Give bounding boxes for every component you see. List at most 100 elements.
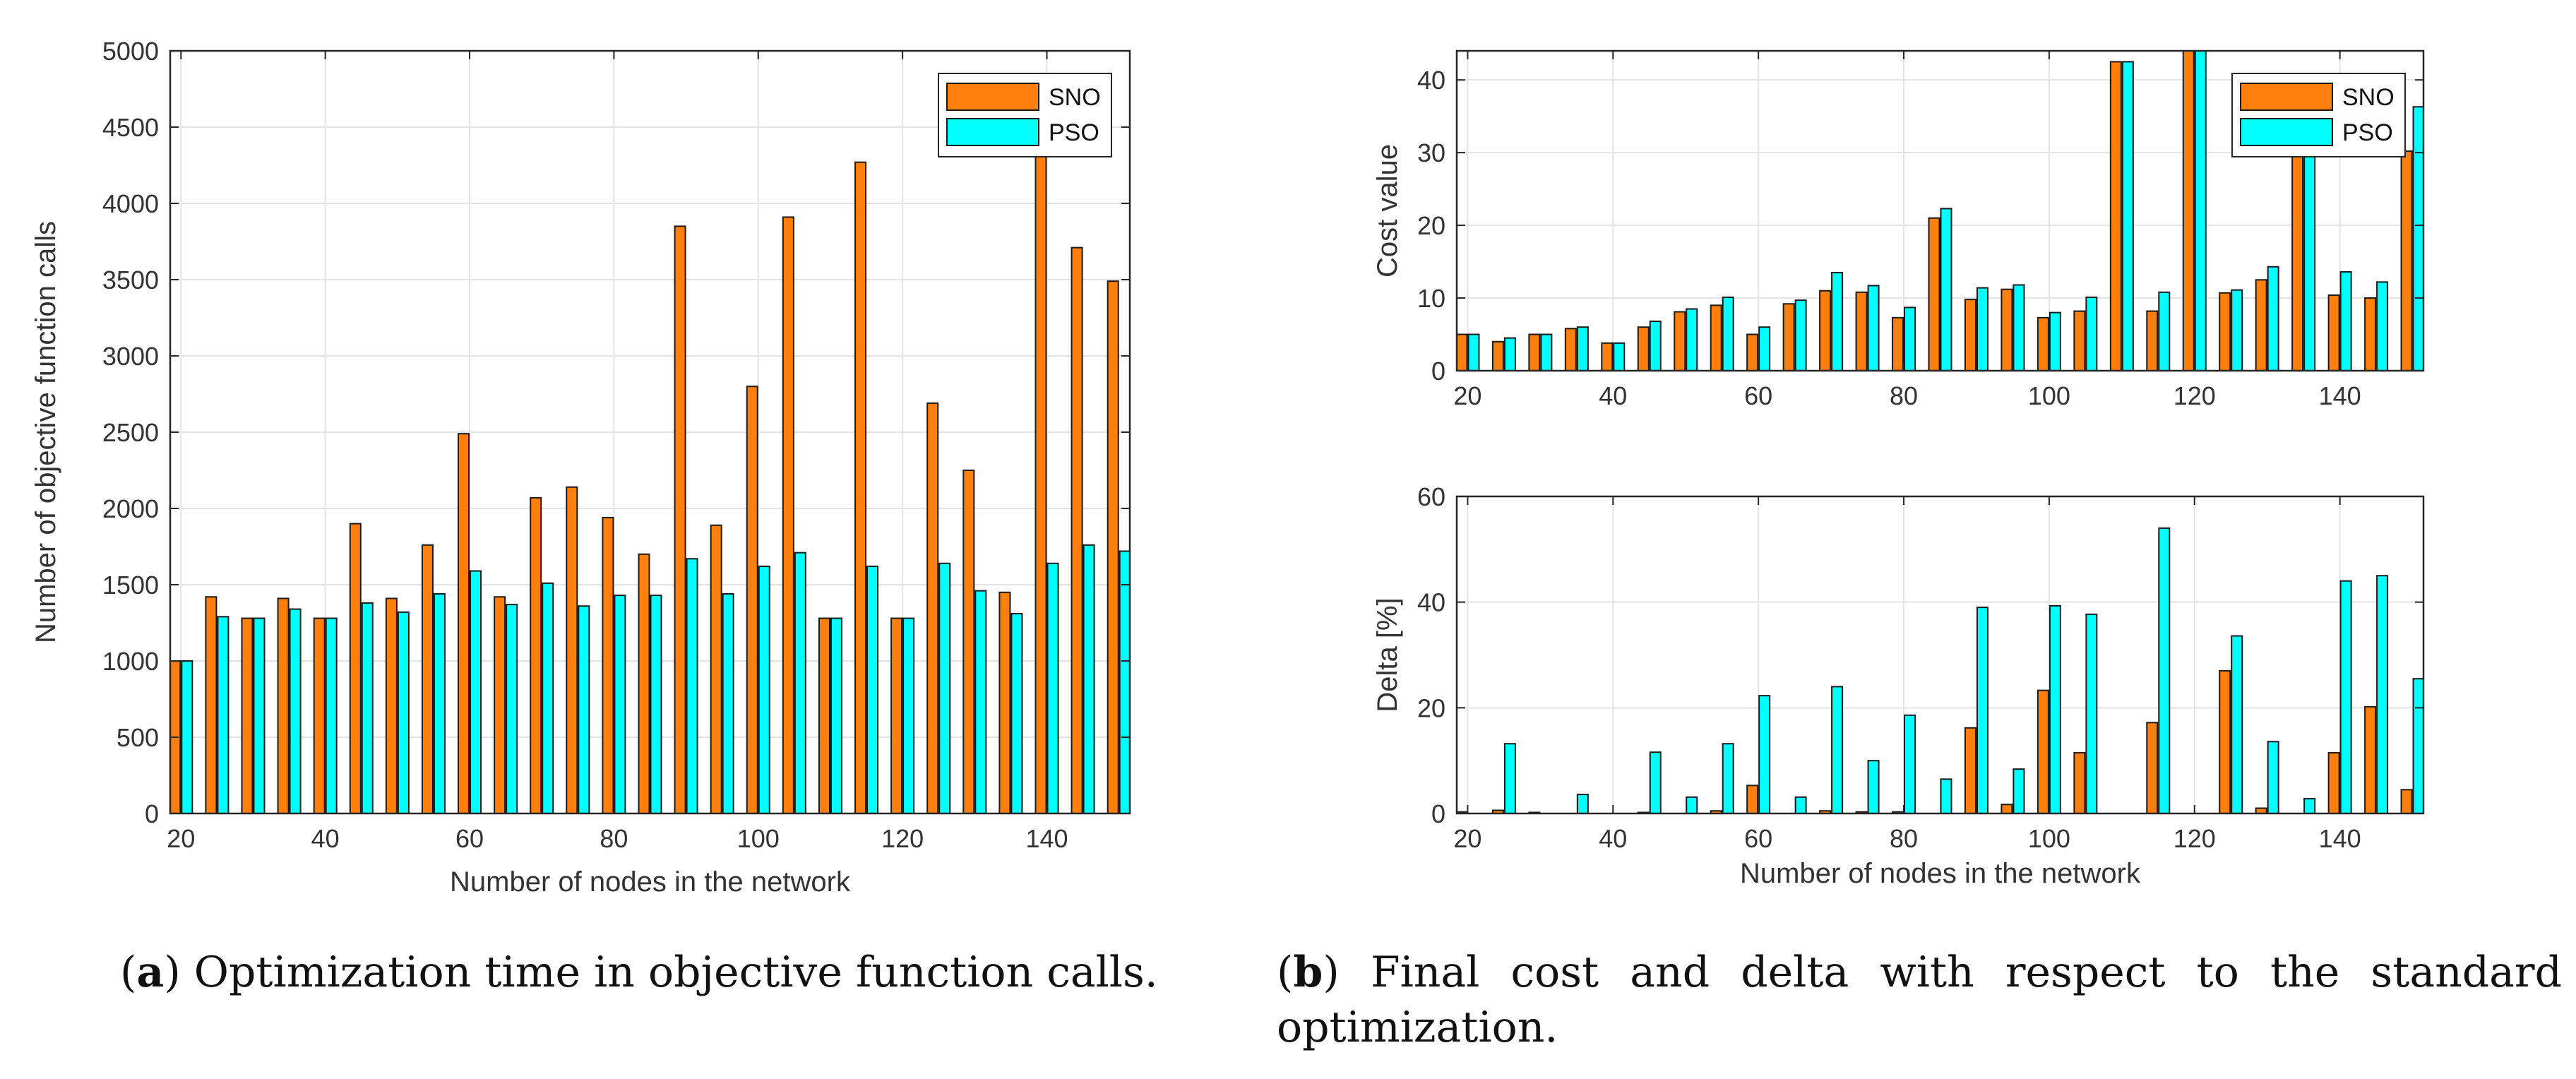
bar-pso-20[interactable]: [181, 660, 193, 813]
bar-pso-85[interactable]: [1940, 208, 1952, 371]
bar-sno-130[interactable]: [2255, 279, 2267, 371]
bar-pso-95[interactable]: [722, 592, 734, 813]
bar-pso-130[interactable]: [2267, 266, 2279, 371]
bar-pso-70[interactable]: [1831, 686, 1844, 813]
bar-pso-120[interactable]: [2194, 51, 2207, 371]
bar-pso-145[interactable]: [1083, 544, 1095, 813]
bar-sno-145[interactable]: [1071, 246, 1083, 813]
bar-sno-55[interactable]: [421, 544, 434, 813]
bar-pso-35[interactable]: [289, 608, 302, 813]
bar-pso-25[interactable]: [1503, 743, 1516, 813]
bar-pso-110[interactable]: [830, 617, 842, 813]
bar-pso-140[interactable]: [2339, 270, 2352, 371]
bar-pso-75[interactable]: [578, 605, 590, 813]
bar-sno-25[interactable]: [205, 596, 217, 813]
bar-sno-45[interactable]: [1637, 326, 1650, 371]
bar-sno-140[interactable]: [2327, 294, 2340, 371]
bar-sno-110[interactable]: [818, 617, 830, 813]
bar-pso-105[interactable]: [794, 552, 806, 813]
bar-sno-90[interactable]: [674, 225, 686, 813]
bar-pso-25[interactable]: [217, 616, 229, 813]
bar-pso-40[interactable]: [325, 617, 338, 813]
bar-sno-120[interactable]: [2182, 51, 2195, 371]
bar-sno-100[interactable]: [2037, 689, 2049, 813]
bar-sno-50[interactable]: [1674, 311, 1686, 371]
bar-sno-150[interactable]: [2400, 150, 2413, 371]
bar-sno-40[interactable]: [1601, 342, 1614, 371]
bar-sno-80[interactable]: [1892, 316, 1904, 371]
bar-sno-50[interactable]: [385, 597, 398, 813]
bar-pso-50[interactable]: [1686, 308, 1698, 371]
bar-pso-20[interactable]: [1467, 333, 1480, 371]
bar-pso-100[interactable]: [758, 566, 770, 813]
bar-pso-90[interactable]: [1976, 287, 1988, 371]
bar-pso-60[interactable]: [1758, 326, 1771, 371]
bar-pso-25[interactable]: [1503, 337, 1516, 371]
bar-pso-80[interactable]: [614, 595, 626, 813]
bar-sno-100[interactable]: [746, 386, 758, 813]
bar-pso-145[interactable]: [2376, 575, 2389, 813]
bar-pso-135[interactable]: [1010, 613, 1023, 813]
bar-pso-45[interactable]: [1649, 320, 1662, 371]
bar-sno-85[interactable]: [1928, 217, 1940, 371]
bar-sno-30[interactable]: [241, 617, 254, 813]
bar-sno-65[interactable]: [494, 596, 506, 813]
bar-sno-55[interactable]: [1710, 304, 1722, 371]
bar-pso-50[interactable]: [1686, 796, 1698, 813]
bar-sno-130[interactable]: [962, 470, 975, 813]
bar-pso-140[interactable]: [1046, 562, 1059, 813]
bar-pso-70[interactable]: [1831, 272, 1844, 371]
bar-pso-150[interactable]: [2412, 678, 2424, 813]
bar-sno-115[interactable]: [854, 161, 867, 813]
bar-pso-65[interactable]: [1794, 796, 1807, 813]
bar-sno-80[interactable]: [602, 516, 614, 813]
bar-pso-95[interactable]: [2012, 284, 2025, 371]
bar-pso-100[interactable]: [2049, 311, 2061, 371]
bar-pso-120[interactable]: [902, 617, 915, 813]
bar-pso-60[interactable]: [1758, 695, 1771, 813]
bar-sno-150[interactable]: [1107, 280, 1119, 813]
bar-sno-25[interactable]: [1491, 340, 1504, 371]
bar-pso-55[interactable]: [1722, 297, 1734, 371]
bar-pso-125[interactable]: [938, 562, 951, 813]
bar-pso-30[interactable]: [253, 617, 266, 813]
bar-pso-80[interactable]: [1904, 306, 1916, 371]
bar-pso-105[interactable]: [2085, 297, 2098, 371]
bar-sno-90[interactable]: [1964, 727, 1976, 813]
bar-sno-60[interactable]: [458, 433, 470, 813]
bar-sno-70[interactable]: [530, 496, 542, 813]
bar-pso-125[interactable]: [2231, 289, 2243, 371]
bar-sno-95[interactable]: [2000, 288, 2013, 371]
bar-pso-30[interactable]: [1540, 333, 1553, 371]
bar-sno-135[interactable]: [2291, 130, 2304, 371]
bar-sno-125[interactable]: [926, 402, 939, 813]
bar-pso-130[interactable]: [2267, 741, 2279, 813]
bar-sno-120[interactable]: [890, 617, 903, 813]
bar-pso-145[interactable]: [2376, 281, 2389, 371]
bar-sno-140[interactable]: [2327, 751, 2340, 813]
bar-sno-105[interactable]: [2073, 310, 2086, 371]
bar-sno-85[interactable]: [638, 553, 650, 813]
bar-sno-135[interactable]: [998, 591, 1011, 813]
bar-pso-150[interactable]: [1119, 550, 1131, 813]
bar-pso-45[interactable]: [361, 602, 374, 813]
bar-sno-130[interactable]: [2255, 807, 2267, 813]
bar-sno-75[interactable]: [566, 486, 578, 813]
bar-pso-140[interactable]: [2339, 580, 2352, 813]
bar-sno-20[interactable]: [1456, 333, 1468, 371]
bar-sno-115[interactable]: [2146, 310, 2159, 371]
bar-sno-95[interactable]: [2000, 804, 2013, 813]
bar-sno-75[interactable]: [1855, 291, 1868, 371]
bar-sno-60[interactable]: [1746, 333, 1759, 371]
bar-pso-130[interactable]: [974, 590, 987, 813]
bar-pso-135[interactable]: [2303, 130, 2316, 371]
bar-pso-95[interactable]: [2012, 768, 2025, 813]
bar-pso-115[interactable]: [2158, 291, 2171, 371]
bar-pso-75[interactable]: [1867, 760, 1880, 813]
bar-sno-25[interactable]: [1491, 809, 1504, 813]
bar-pso-35[interactable]: [1576, 326, 1589, 371]
bar-pso-35[interactable]: [1576, 794, 1589, 813]
bar-pso-70[interactable]: [542, 582, 554, 813]
bar-pso-90[interactable]: [1976, 607, 1988, 813]
bar-pso-90[interactable]: [686, 558, 698, 813]
